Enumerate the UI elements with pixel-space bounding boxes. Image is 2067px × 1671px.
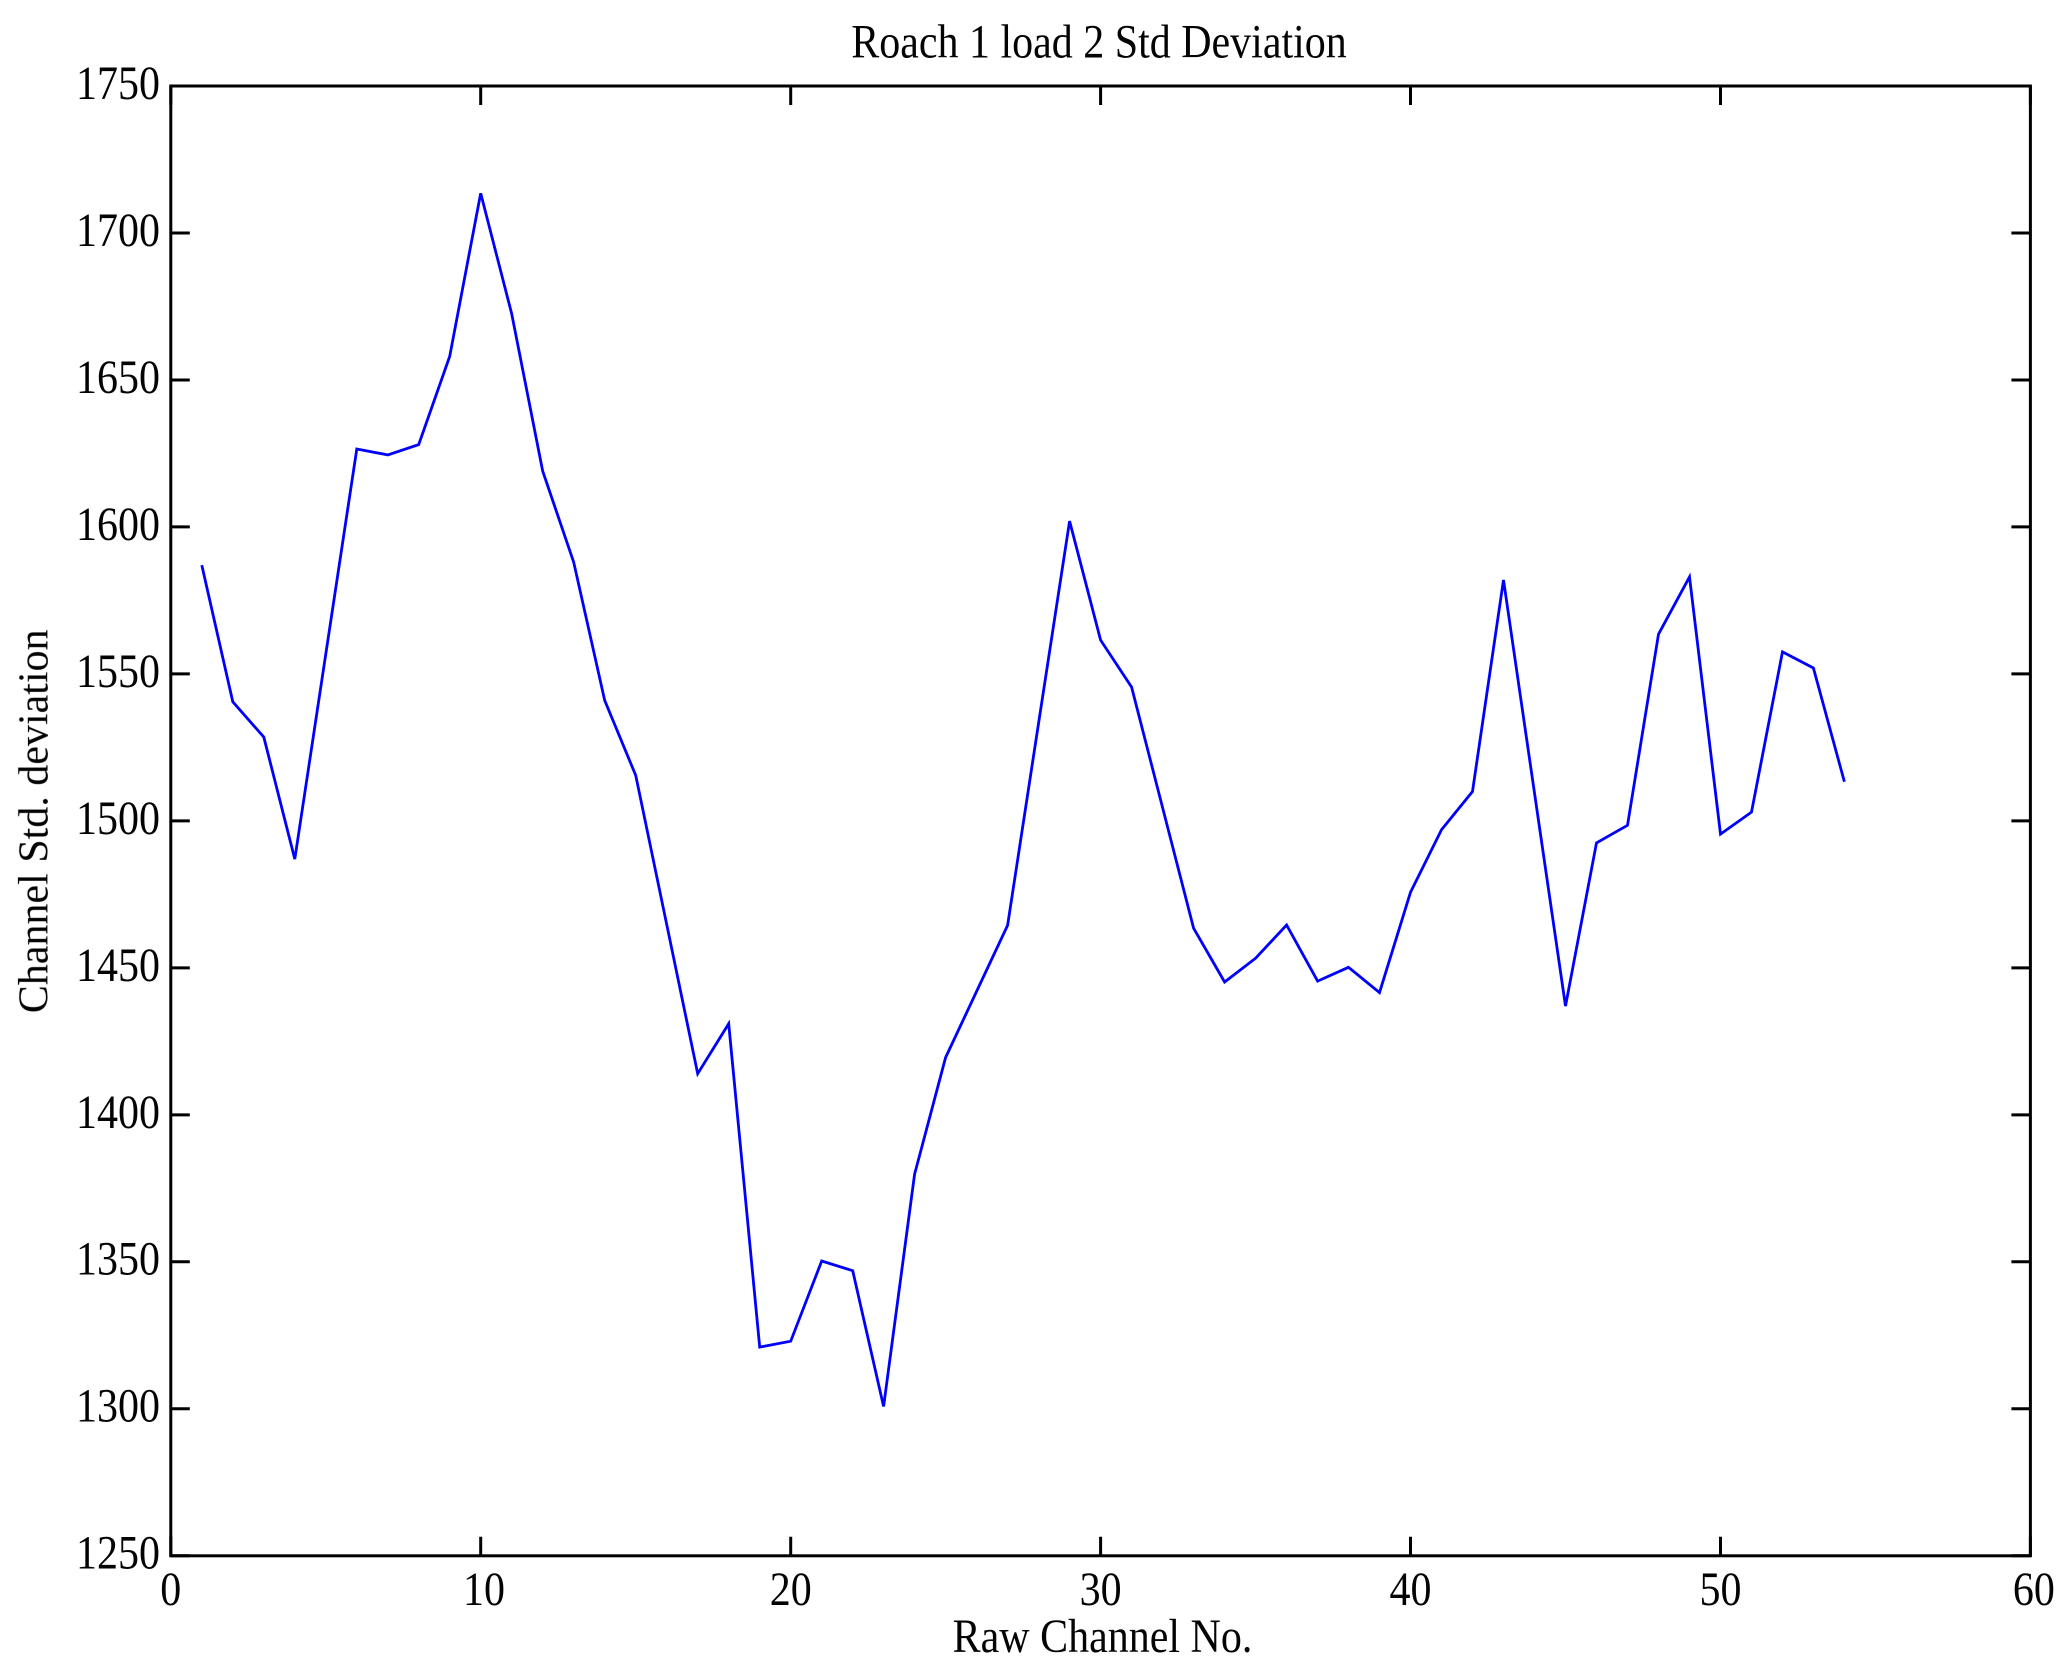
svg-text:1750: 1750 [76, 57, 160, 110]
svg-text:1450: 1450 [76, 938, 160, 991]
svg-text:1350: 1350 [76, 1232, 160, 1285]
svg-text:1250: 1250 [76, 1526, 160, 1579]
svg-text:1650: 1650 [76, 351, 160, 404]
svg-text:1500: 1500 [76, 791, 160, 844]
svg-text:Channel Std. deviation: Channel Std. deviation [11, 629, 57, 1013]
svg-text:60: 60 [2013, 1563, 2055, 1616]
svg-text:20: 20 [770, 1563, 812, 1616]
svg-text:30: 30 [1080, 1563, 1122, 1616]
svg-text:50: 50 [1700, 1563, 1742, 1616]
svg-text:1600: 1600 [76, 497, 160, 550]
svg-text:1550: 1550 [76, 644, 160, 697]
svg-text:0: 0 [160, 1563, 181, 1616]
svg-text:Raw Channel No.: Raw Channel No. [953, 1609, 1253, 1662]
svg-text:1700: 1700 [76, 204, 160, 257]
svg-text:40: 40 [1390, 1563, 1432, 1616]
svg-text:Roach 1 load 2 Std Deviation: Roach 1 load 2 Std Deviation [851, 15, 1347, 68]
svg-text:1300: 1300 [76, 1379, 160, 1432]
svg-text:10: 10 [463, 1563, 505, 1616]
svg-text:1400: 1400 [76, 1085, 160, 1138]
